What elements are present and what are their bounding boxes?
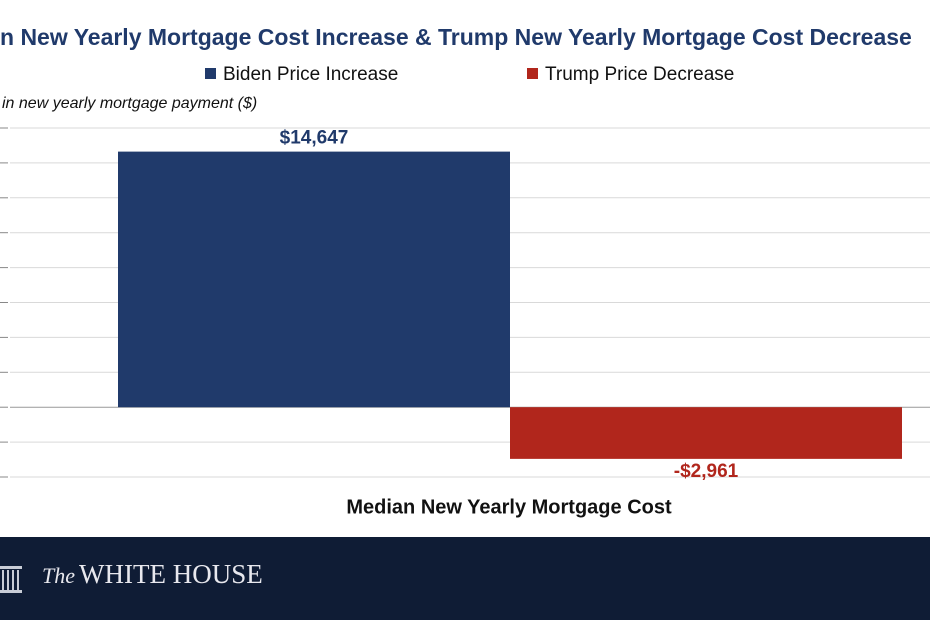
value-label: -$2,961 bbox=[674, 461, 739, 482]
legend-label: Biden Price Increase bbox=[223, 64, 398, 85]
footer-prefix: The bbox=[42, 563, 75, 588]
chart-title: n New Yearly Mortgage Cost Increase & Tr… bbox=[0, 24, 912, 50]
x-axis-label: Median New Yearly Mortgage Cost bbox=[346, 496, 672, 518]
value-label: $14,647 bbox=[280, 128, 349, 149]
bar bbox=[118, 151, 510, 408]
bar bbox=[510, 407, 902, 459]
y-axis-label: in new yearly mortgage payment ($) bbox=[2, 95, 257, 112]
footer-band bbox=[0, 537, 930, 620]
footer-name: WHITE HOUSE bbox=[79, 559, 263, 589]
logo-icon bbox=[0, 566, 22, 593]
legend-swatch bbox=[205, 68, 216, 79]
legend-swatch bbox=[527, 68, 538, 79]
legend-label: Trump Price Decrease bbox=[545, 64, 734, 85]
